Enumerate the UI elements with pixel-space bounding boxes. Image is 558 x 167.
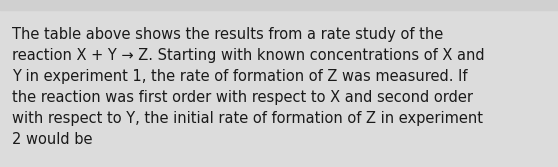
Text: The table above shows the results from a rate study of the
reaction X + Y → Z. S: The table above shows the results from a… bbox=[12, 27, 485, 147]
